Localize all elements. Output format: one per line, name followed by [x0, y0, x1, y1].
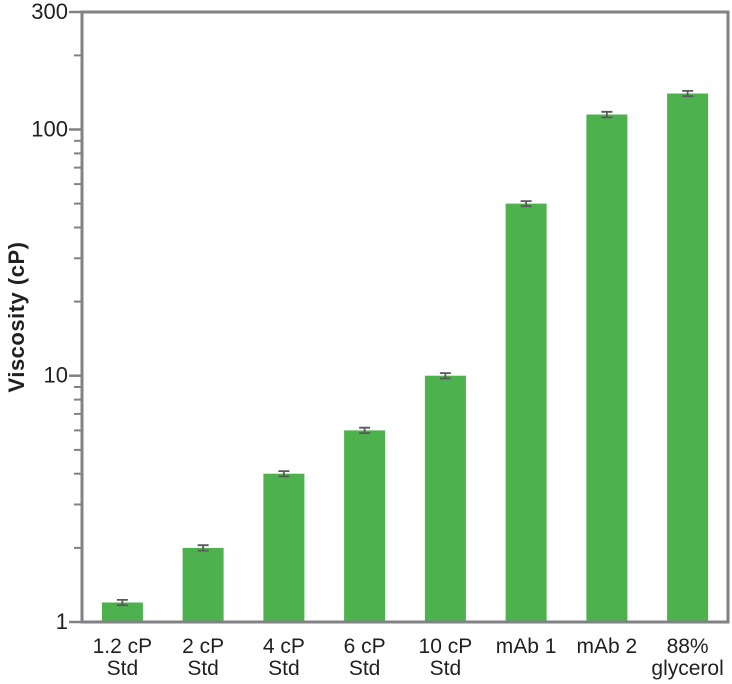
error-bar-88-glycerol — [682, 90, 694, 98]
error-bar-path — [278, 470, 290, 478]
bar-mab-2 — [586, 114, 628, 622]
error-bar-2-cp-std — [197, 544, 209, 552]
error-bar-path — [439, 372, 451, 380]
error-bar-path — [682, 90, 694, 98]
bar-4-cp-std — [263, 473, 305, 622]
bar-6-cp-std — [344, 430, 386, 622]
x-tick-label-88-glycerol-line-2: glycerol — [651, 657, 723, 680]
error-bar-path — [197, 544, 209, 552]
y-tick-label-100: 100 — [31, 117, 68, 142]
y-tick-label-10: 10 — [44, 363, 68, 388]
error-bar-path — [601, 110, 613, 119]
bar-2-cp-std — [182, 547, 224, 622]
x-tick-label-4-cp-std-line-2: Std — [268, 657, 300, 680]
x-tick-label-1-2-cp-std-line-2: Std — [107, 657, 139, 680]
x-tick-label-10-cp-std-line-1: 10 cP — [419, 635, 473, 658]
axis-frame — [80, 10, 730, 624]
x-tick-label-1-2-cp-std-line-1: 1.2 cP — [93, 635, 153, 658]
bar-1-2-cp-std — [101, 602, 143, 622]
error-bar-mab-2 — [601, 110, 613, 119]
error-bar-10-cp-std — [439, 372, 451, 380]
y-tick-label-1: 1 — [56, 609, 68, 634]
error-bar-path — [520, 200, 532, 208]
x-tick-label-10-cp-std-line-2: Std — [430, 657, 462, 680]
x-tick-label-4-cp-std-line-1: 4 cP — [263, 635, 305, 658]
x-tick-label-2-cp-std-line-2: Std — [187, 657, 219, 680]
y-axis-title: Viscosity (cP) — [4, 242, 29, 393]
x-tick-label-88-glycerol-line-1: 88% — [667, 635, 709, 658]
error-bar-path — [116, 599, 128, 607]
x-tick-label-6-cp-std-line-1: 6 cP — [344, 635, 386, 658]
x-tick-label-mab-1-line-1: mAb 1 — [496, 635, 557, 658]
error-bar-mab-1 — [520, 200, 532, 208]
y-tick-label-300: 300 — [31, 0, 68, 24]
error-bar-6-cp-std — [359, 426, 371, 434]
x-tick-label-2-cp-std-line-1: 2 cP — [182, 635, 224, 658]
error-bar-4-cp-std — [278, 470, 290, 478]
bar-mab-1 — [505, 203, 547, 622]
error-bar-1-2-cp-std — [116, 599, 128, 607]
bar-10-cp-std — [424, 375, 466, 622]
x-tick-label-6-cp-std-line-2: Std — [349, 657, 381, 680]
x-tick-label-mab-2-line-1: mAb 2 — [577, 635, 638, 658]
error-bar-path — [359, 426, 371, 434]
bar-88-glycerol — [667, 93, 709, 622]
